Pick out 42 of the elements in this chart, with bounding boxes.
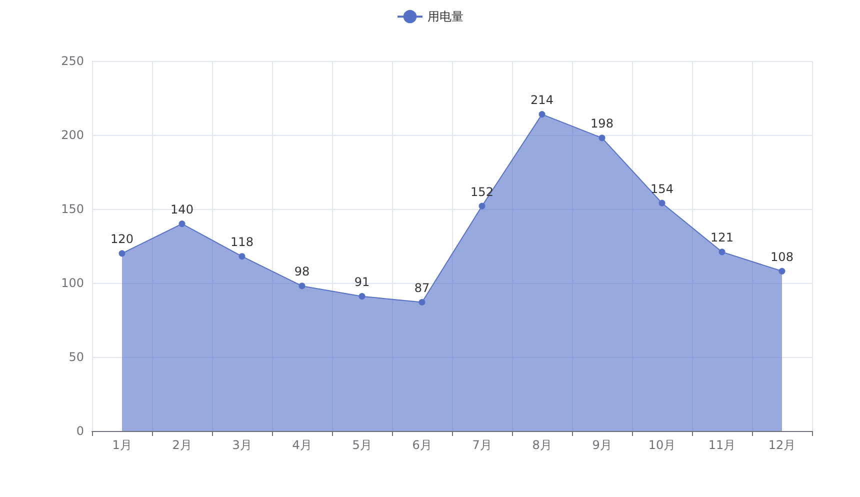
point bbox=[238, 253, 246, 260]
point bbox=[598, 134, 606, 142]
point bbox=[298, 282, 306, 290]
point bbox=[418, 298, 426, 306]
point bbox=[778, 268, 786, 274]
point bbox=[478, 202, 486, 210]
x-tick-label: 9月 bbox=[592, 438, 612, 452]
legend-label: 用电量 bbox=[428, 10, 464, 24]
x-tick-label: 12月 bbox=[768, 438, 796, 452]
point bbox=[358, 293, 366, 300]
data-label: 118 bbox=[230, 235, 254, 250]
data-label: 98 bbox=[294, 264, 310, 279]
y-tick-label: 0 bbox=[76, 424, 84, 438]
data-label: 108 bbox=[770, 250, 794, 264]
x-tick-label: 11月 bbox=[708, 438, 736, 452]
x-tick-label: 6月 bbox=[412, 438, 432, 452]
point bbox=[118, 250, 126, 257]
y-tick-label: 100 bbox=[61, 276, 84, 290]
point bbox=[538, 111, 546, 118]
y-tick-label: 150 bbox=[61, 202, 84, 216]
x-tick-label: 4月 bbox=[292, 438, 312, 452]
point bbox=[178, 220, 186, 228]
x-tick-label: 7月 bbox=[472, 438, 492, 452]
x-tick-label: 2月 bbox=[172, 438, 192, 452]
x-tick-label: 3月 bbox=[232, 438, 252, 452]
point bbox=[658, 200, 666, 206]
data-label: 140 bbox=[170, 202, 194, 217]
data-label: 91 bbox=[354, 275, 370, 290]
data-label: 154 bbox=[650, 182, 674, 196]
data-label: 121 bbox=[710, 230, 734, 245]
x-tick-label: 5月 bbox=[352, 438, 372, 452]
y-tick-label: 250 bbox=[61, 54, 84, 68]
data-label: 120 bbox=[110, 232, 134, 246]
data-label: 198 bbox=[590, 116, 614, 131]
x-tick-label: 8月 bbox=[532, 438, 552, 452]
point bbox=[718, 248, 726, 256]
y-tick-label: 200 bbox=[61, 128, 84, 142]
data-label: 214 bbox=[530, 93, 554, 108]
x-tick-label: 1月 bbox=[112, 438, 132, 452]
x-tick-label: 10月 bbox=[648, 438, 676, 452]
data-label: 87 bbox=[414, 280, 430, 295]
y-tick-label: 50 bbox=[68, 350, 84, 364]
